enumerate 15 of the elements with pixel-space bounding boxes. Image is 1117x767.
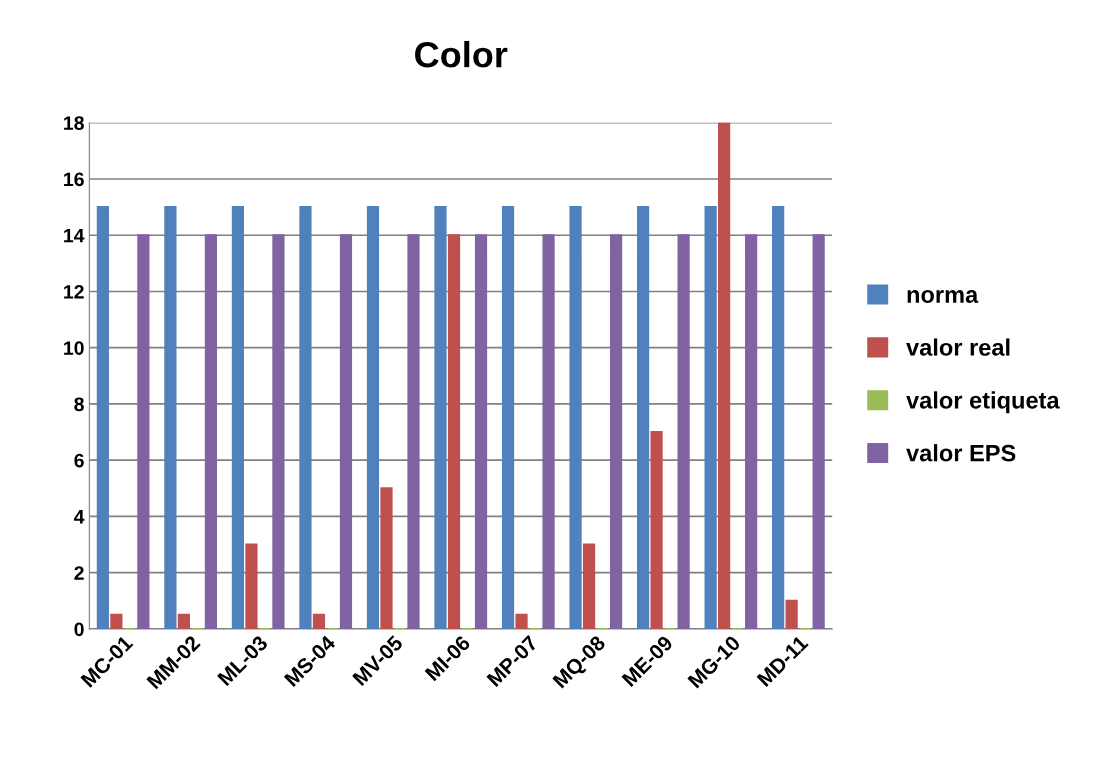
legend-label: valor etiqueta	[906, 391, 1060, 414]
legend-label: norma	[907, 290, 979, 303]
y-tick-label: 10	[64, 341, 84, 355]
y-tick-label: 2	[74, 566, 84, 580]
y-tick-label: 12	[64, 284, 84, 299]
y-tick-label: 18	[64, 116, 84, 130]
y-tick-label: 16	[64, 172, 84, 187]
chart-title: Color	[415, 41, 508, 68]
y-tick-label: 4	[73, 510, 85, 524]
y-tick-label: 14	[64, 228, 85, 243]
y-tick-label: 6	[74, 453, 84, 468]
legend-label: valor EPS	[906, 444, 1016, 462]
y-tick-label: 0	[74, 622, 84, 637]
y-tick-label: 8	[74, 397, 84, 412]
legend-label: valor real	[906, 338, 1010, 356]
